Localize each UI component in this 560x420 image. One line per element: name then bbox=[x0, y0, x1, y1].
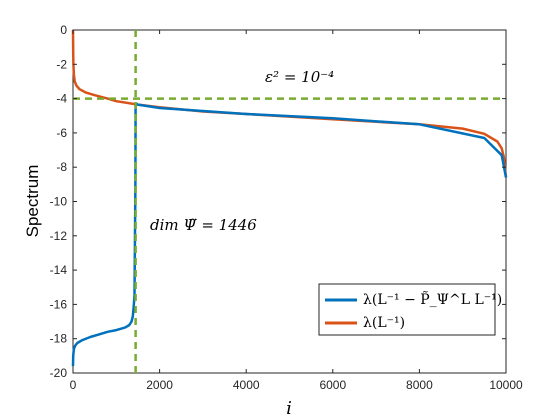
y-tick-label: -6 bbox=[56, 126, 67, 140]
y-tick-label: 0 bbox=[60, 23, 67, 37]
x-axis-title: i bbox=[286, 398, 292, 419]
dim-annotation: dim Ψ̃ = 1446 bbox=[150, 216, 257, 234]
y-tick-label: -10 bbox=[50, 195, 68, 209]
legend: λ(L⁻¹ − P̃_Ψ^L L⁻¹) λ(L⁻¹) bbox=[318, 283, 502, 336]
y-axis-title: Spectrum bbox=[23, 165, 42, 238]
x-tick-label: 2000 bbox=[146, 378, 173, 392]
y-tick-label: -2 bbox=[56, 57, 67, 71]
y-tick-label: -20 bbox=[50, 366, 68, 380]
axis-ticks: 0 2000 4000 6000 8000 10000 0 -2 -4 -6 -8 -10 -12 -14… bbox=[50, 23, 523, 392]
x-tick-label: 8000 bbox=[406, 378, 433, 392]
x-tick-label: 4000 bbox=[233, 378, 260, 392]
y-tick-label: -14 bbox=[50, 263, 68, 277]
y-tick-label: -12 bbox=[50, 229, 68, 243]
y-tick-label: -8 bbox=[56, 160, 67, 174]
legend-label-series-1: λ(L⁻¹ − P̃_Ψ^L L⁻¹) bbox=[363, 290, 502, 308]
x-tick-label: 10000 bbox=[489, 378, 523, 392]
x-tick-label: 6000 bbox=[319, 378, 346, 392]
legend-box bbox=[318, 283, 496, 336]
y-tick-label: -16 bbox=[50, 297, 68, 311]
y-tick-label: -4 bbox=[56, 92, 67, 106]
legend-label-series-2: λ(L⁻¹) bbox=[363, 315, 405, 331]
series-line-1 bbox=[71, 102, 508, 367]
x-tick-label: 0 bbox=[70, 378, 77, 392]
series-layer bbox=[71, 29, 508, 367]
y-tick-label: -18 bbox=[50, 332, 68, 346]
epsilon-annotation: ε² = 10⁻⁴ bbox=[265, 68, 334, 86]
reference-lines bbox=[73, 30, 506, 373]
